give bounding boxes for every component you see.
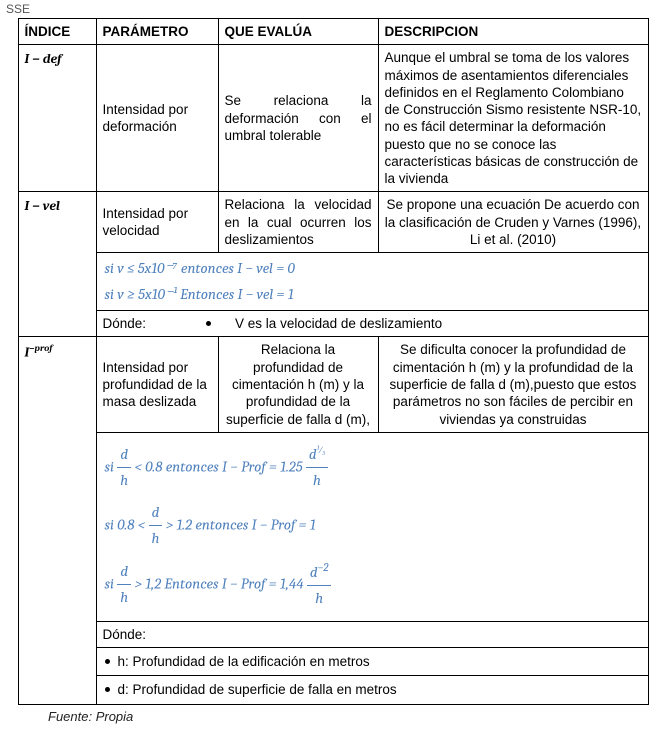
idx-iprof: I−prof — [18, 337, 96, 704]
idx-ivel: I − vel — [18, 192, 96, 337]
evalua-ivel: Relaciona la velocidad en la cual ocurre… — [218, 192, 378, 253]
desc-ivel: Se propone una ecuación De acuerdo con l… — [378, 192, 648, 253]
f3b: > 1,2 Entonces I − Prof = 1,44 — [134, 574, 303, 592]
row-iprof-b2: d: Profundidad de superficie de falla en… — [18, 676, 648, 704]
formula-ivel-2: si v ≥ 5x10⁻¹ Entonces I − vel = 1 — [105, 282, 640, 308]
f3a: si — [105, 574, 118, 592]
col-evalua: QUE EVALÚA — [218, 19, 378, 45]
bullet-icon — [206, 321, 211, 326]
row-ivel-donde: Dónde: V es la velocidad de deslizamient… — [18, 311, 648, 337]
col-parametro: PARÁMETRO — [96, 19, 218, 45]
col-descripcion: DESCRIPCION — [378, 19, 648, 45]
row-iprof: I−prof Intensidad por profundidad de la … — [18, 337, 648, 432]
page-subtitle: SSE — [0, 0, 666, 18]
idx-iprof-sup: −prof — [29, 343, 52, 354]
f2b: > 1.2 entonces I − Prof = 1 — [166, 515, 316, 533]
exp-1-3: ¹⁄₃ — [317, 446, 326, 456]
table-header-row: ÍNDICE PARÁMETRO QUE EVALÚA DESCRIPCION — [18, 19, 648, 45]
bullet-icon — [105, 659, 110, 664]
parameters-table: ÍNDICE PARÁMETRO QUE EVALÚA DESCRIPCION … — [18, 18, 649, 705]
row-iprof-formula: si dh < 0.8 entonces I − Prof = 1.25 d¹⁄… — [18, 432, 648, 621]
fuente-label: Fuente: Propia — [0, 705, 666, 724]
f1b: < 0.8 entonces I − Prof = 1.25 — [134, 457, 302, 475]
row-idef: I − def Intensidad por deformación Se re… — [18, 45, 648, 192]
formula-iprof: si dh < 0.8 entonces I − Prof = 1.25 d¹⁄… — [96, 432, 648, 621]
evalua-iprof: Relaciona la profundidad de cimentación … — [218, 337, 378, 432]
desc-iprof: Se dificulta conocer la profundidad de c… — [378, 337, 648, 432]
row-ivel-formula: si v ≤ 5x10⁻⁷ entonces I − vel = 0 si v … — [18, 253, 648, 311]
formula-ivel: si v ≤ 5x10⁻⁷ entonces I − vel = 0 si v … — [96, 253, 648, 311]
bullet-d-text: d: Profundidad de superficie de falla en… — [118, 681, 397, 698]
param-ivel: Intensidad por velocidad — [96, 192, 218, 253]
formula-ivel-1: si v ≤ 5x10⁻⁷ entonces I − vel = 0 — [105, 256, 640, 282]
row-ivel: I − vel Intensidad por velocidad Relacio… — [18, 192, 648, 253]
donde-label-ivel: Dónde: — [103, 315, 147, 332]
idx-idef: I − def — [18, 45, 96, 192]
frac-icon: d¹⁄₃ h — [306, 442, 328, 494]
donde-ivel: Dónde: V es la velocidad de deslizamient… — [96, 311, 648, 337]
row-iprof-donde: Dónde: — [18, 621, 648, 647]
frac-icon: d−2 h — [307, 558, 332, 612]
donde-v-text: V es la velocidad de deslizamiento — [235, 315, 442, 332]
f2a: si 0.8 < — [105, 515, 149, 533]
frac-icon: dh — [117, 559, 131, 611]
bullet-h-text: h: Profundidad de la edificación en metr… — [118, 653, 370, 670]
bullet-d: d: Profundidad de superficie de falla en… — [96, 676, 648, 704]
f1a: si — [105, 457, 118, 475]
param-idef: Intensidad por deformación — [96, 45, 218, 192]
param-iprof: Intensidad por profundidad de la masa de… — [96, 337, 218, 432]
col-indice: ÍNDICE — [18, 19, 96, 45]
exp-neg2: −2 — [318, 561, 329, 574]
frac-icon: dh — [149, 500, 163, 552]
row-iprof-b1: h: Profundidad de la edificación en metr… — [18, 648, 648, 676]
bullet-icon — [105, 687, 110, 692]
evalua-idef: Se relaciona la deformación con el umbra… — [218, 45, 378, 192]
desc-idef: Aunque el umbral se toma de los valores … — [378, 45, 648, 192]
donde-iprof: Dónde: — [96, 621, 648, 647]
frac-icon: dh — [117, 442, 131, 494]
bullet-h: h: Profundidad de la edificación en metr… — [96, 648, 648, 676]
